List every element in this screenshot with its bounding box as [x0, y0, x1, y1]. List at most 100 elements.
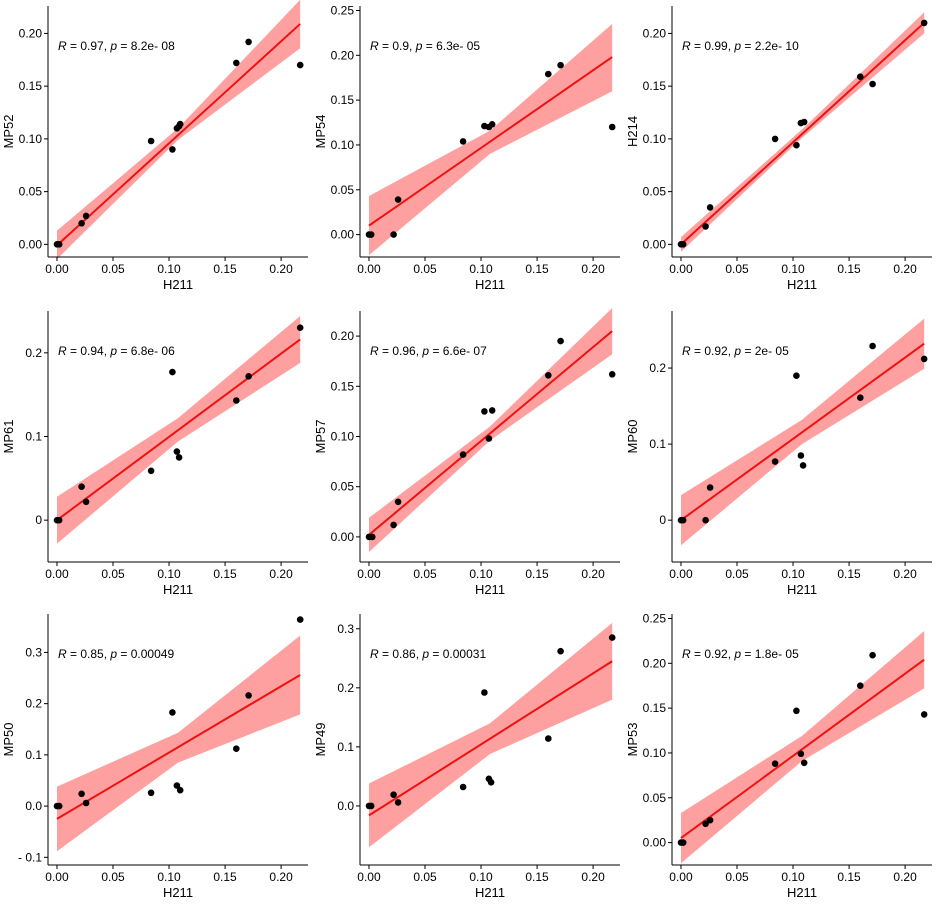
- x-tick-label: 0.00: [45, 262, 69, 276]
- y-tick-label: 0.25: [331, 3, 355, 17]
- x-axis-label: H211: [475, 277, 505, 292]
- data-point-6: [793, 707, 800, 715]
- data-point-8: [799, 462, 807, 469]
- data-point-9: [233, 397, 240, 404]
- data-point-3: [702, 820, 709, 828]
- data-point-7: [173, 782, 181, 789]
- chart-panel-1: 0.00 0.05 0.10 0.15 0.20 0.00 0.05 0.10 0.15 0.20…: [1, 0, 308, 292]
- y-tick-label: 0.20: [331, 329, 355, 343]
- data-point-2: [55, 802, 63, 810]
- y-tick-label: 0.05: [643, 791, 667, 805]
- y-tick-label: 0.10: [331, 138, 355, 152]
- y-tick-label: 0.3: [337, 622, 354, 636]
- confidence-band: [57, 635, 301, 852]
- x-tick-label: 0.15: [525, 262, 549, 276]
- y-tick-label: 0.2: [25, 346, 42, 360]
- data-point-10: [869, 80, 876, 88]
- data-point-12: [296, 61, 304, 69]
- correlation-annotation: R = 0.92, p = 1.8e- 05: [682, 647, 799, 661]
- data-point-11: [296, 616, 304, 623]
- y-axis-label: MP50: [1, 723, 16, 757]
- y-tick-label: 0.1: [649, 437, 666, 451]
- x-tick-label: 0.15: [213, 567, 237, 581]
- data-point-6: [169, 709, 176, 716]
- y-axis-label: MP49: [313, 723, 328, 757]
- data-point-8: [800, 759, 808, 767]
- correlation-annotation: R = 0.85, p = 0.00049: [58, 647, 174, 661]
- x-axis-label: H211: [475, 885, 505, 900]
- data-point-2: [367, 231, 375, 238]
- y-tick-label: 0.05: [331, 480, 355, 494]
- y-tick-label: 0.20: [19, 26, 43, 40]
- x-tick-label: 0.20: [269, 870, 293, 884]
- correlation-annotation: R = 0.92, p = 2e- 05: [682, 344, 789, 358]
- data-point-9: [233, 745, 240, 752]
- y-tick-label: 0.05: [643, 185, 667, 199]
- data-point-6: [793, 141, 800, 149]
- x-tick-label: 0.10: [469, 567, 493, 581]
- data-point-4: [394, 498, 402, 506]
- data-point-7: [173, 448, 181, 455]
- data-point-8: [176, 786, 184, 794]
- x-tick-label: 0.10: [157, 870, 181, 884]
- data-point-5: [459, 451, 467, 458]
- x-tick-label: 0.05: [413, 870, 437, 884]
- y-tick-label: 0.1: [25, 430, 42, 444]
- confidence-band: [681, 631, 925, 864]
- y-tick-label: 0.10: [643, 746, 667, 760]
- data-point-8: [487, 779, 495, 786]
- chart-panel-4: 0.00 0.05 0.10 0.15 0.20 0 0.1 0.2 H211 MP61 R = 0…: [1, 311, 308, 597]
- x-tick-label: 0.00: [669, 870, 693, 884]
- x-tick-label: 0.15: [213, 870, 237, 884]
- data-point-3: [78, 220, 85, 227]
- y-tick-label: 0.10: [331, 430, 355, 444]
- correlation-annotation: R = 0.86, p = 0.00031: [370, 647, 486, 661]
- x-tick-label: 0.10: [781, 567, 805, 581]
- data-point-10: [245, 373, 252, 380]
- data-point-8: [488, 407, 496, 414]
- y-tick-label: 0.2: [337, 681, 354, 695]
- data-point-11: [920, 355, 928, 363]
- x-tick-label: 0.15: [525, 870, 549, 884]
- data-point-10: [245, 692, 252, 699]
- y-tick-label: 0.05: [331, 183, 355, 197]
- data-point-9: [545, 735, 552, 742]
- data-point-8: [175, 454, 183, 461]
- x-axis-label: H211: [475, 582, 505, 597]
- data-point-10: [869, 342, 876, 350]
- y-axis-label: MP61: [1, 420, 16, 454]
- data-point-8: [800, 118, 808, 126]
- chart-panel-8: 0.00 0.05 0.10 0.15 0.20 0.0 0.1 0.2 0.3 H211 MP49…: [313, 614, 620, 900]
- y-tick-label: 0.15: [19, 79, 43, 93]
- x-tick-label: 0.00: [669, 567, 693, 581]
- x-tick-label: 0.10: [469, 262, 493, 276]
- y-tick-label: 0.05: [19, 185, 43, 199]
- y-tick-label: 0.00: [643, 237, 667, 251]
- regression-line: [368, 56, 613, 227]
- y-tick-label: 0: [35, 513, 42, 527]
- regression-line: [368, 330, 613, 536]
- regression-line: [56, 674, 301, 820]
- data-point-2: [367, 802, 375, 810]
- x-tick-label: 0.15: [213, 262, 237, 276]
- regression-line: [56, 23, 301, 247]
- data-point-2: [369, 533, 376, 541]
- x-tick-label: 0.05: [101, 262, 125, 276]
- x-tick-label: 0.05: [413, 262, 437, 276]
- x-tick-label: 0.20: [269, 262, 293, 276]
- y-tick-label: 0.1: [25, 748, 42, 762]
- data-point-3: [390, 231, 397, 238]
- y-tick-label: 0.25: [643, 611, 667, 625]
- x-tick-label: 0.20: [581, 870, 605, 884]
- x-tick-label: 0.10: [157, 262, 181, 276]
- data-point-9: [857, 682, 864, 689]
- x-tick-label: 0.10: [781, 262, 805, 276]
- y-tick-label: 0.00: [331, 228, 355, 242]
- chart-panel-6: 0.00 0.05 0.10 0.15 0.20 0 0.1 0.2 H211 MP60 R = 0…: [625, 311, 932, 597]
- y-axis-label: MP57: [313, 420, 328, 454]
- chart-panel-5: 0.00 0.05 0.10 0.15 0.20 0.00 0.05 0.10 0.15 0.20…: [313, 308, 620, 597]
- data-point-10: [869, 651, 876, 659]
- data-point-3: [78, 483, 85, 490]
- data-point-4: [82, 212, 90, 220]
- data-point-10: [557, 647, 564, 655]
